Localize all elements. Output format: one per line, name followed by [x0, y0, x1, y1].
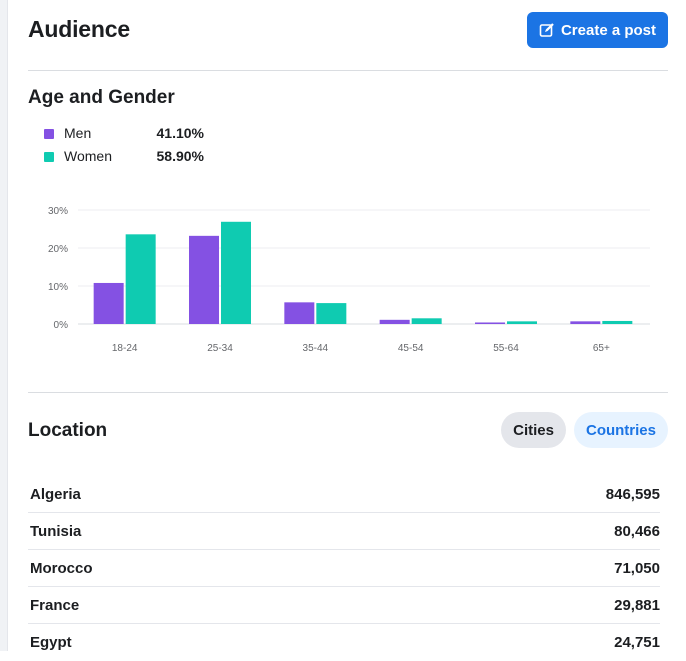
legend-swatch-men	[44, 129, 54, 139]
list-item: France 29,881	[28, 587, 660, 624]
country-value: 71,050	[614, 560, 660, 577]
x-tick-label: 25-34	[207, 343, 233, 354]
bar-women	[602, 320, 633, 324]
legend-value: 58.90%	[156, 148, 204, 164]
legend-item-men: Men 41.10%	[44, 125, 204, 148]
location-list: Algeria 846,595 Tunisia 80,466 Morocco 7…	[28, 476, 660, 661]
bar-men	[570, 321, 601, 324]
country-name: France	[30, 597, 80, 614]
y-tick-label: 0%	[54, 320, 69, 331]
divider	[28, 392, 668, 393]
x-tick-label: 18-24	[112, 343, 138, 354]
left-rail	[0, 0, 8, 651]
legend-item-women: Women 58.90%	[44, 148, 204, 171]
bar-women	[221, 221, 251, 324]
bar-women	[316, 303, 347, 324]
y-tick-label: 20%	[48, 244, 68, 255]
bar-women	[507, 321, 537, 324]
legend-value: 41.10%	[156, 125, 204, 141]
list-item: Egypt 24,751	[28, 624, 660, 661]
divider	[28, 70, 668, 71]
legend-label: Men	[64, 125, 92, 141]
create-post-label: Create a post	[560, 21, 657, 39]
bar-women	[125, 234, 156, 324]
country-name: Algeria	[30, 486, 81, 503]
bar-men	[284, 302, 315, 324]
bar-men	[189, 235, 219, 324]
age-gender-chart: 0% 10% 20% 30% 18-24 25-34 35-44 45-54 55-64 65+	[48, 206, 650, 354]
create-post-button[interactable]: Create a post	[527, 12, 668, 48]
country-name: Tunisia	[30, 523, 82, 540]
list-item: Tunisia 80,466	[28, 513, 660, 550]
country-value: 29,881	[614, 597, 660, 614]
bar-women	[411, 318, 442, 324]
tab-countries[interactable]: Countries	[573, 412, 668, 448]
audience-panel: Audience Create a post Age and Gender Me…	[28, 0, 668, 651]
tab-cities[interactable]: Cities	[501, 412, 566, 448]
x-tick-label: 65+	[593, 343, 610, 354]
age-gender-title: Age and Gender	[28, 87, 175, 108]
x-tick-label: 55-64	[493, 343, 519, 354]
y-tick-label: 30%	[48, 206, 68, 217]
bar-men	[379, 319, 410, 324]
list-item: Morocco 71,050	[28, 550, 660, 587]
bar-men	[475, 322, 505, 324]
country-value: 846,595	[605, 486, 660, 503]
audience-header: Audience Create a post	[28, 12, 668, 48]
bar-men	[93, 282, 124, 324]
location-title: Location	[28, 420, 108, 441]
y-tick-label: 10%	[48, 282, 68, 293]
country-name: Morocco	[30, 560, 93, 577]
country-name: Egypt	[30, 634, 72, 651]
x-tick-label: 35-44	[303, 343, 329, 354]
country-value: 24,751	[614, 634, 660, 651]
legend-label: Women	[64, 148, 112, 164]
x-tick-label: 45-54	[398, 343, 424, 354]
country-value: 80,466	[614, 523, 660, 540]
legend-swatch-women	[44, 152, 54, 162]
location-tabs: Cities Countries	[501, 412, 668, 448]
list-item: Algeria 846,595	[28, 476, 660, 513]
page-title: Audience	[28, 16, 130, 42]
compose-icon	[539, 23, 554, 37]
age-gender-legend: Men 41.10% Women 58.90%	[44, 125, 204, 171]
